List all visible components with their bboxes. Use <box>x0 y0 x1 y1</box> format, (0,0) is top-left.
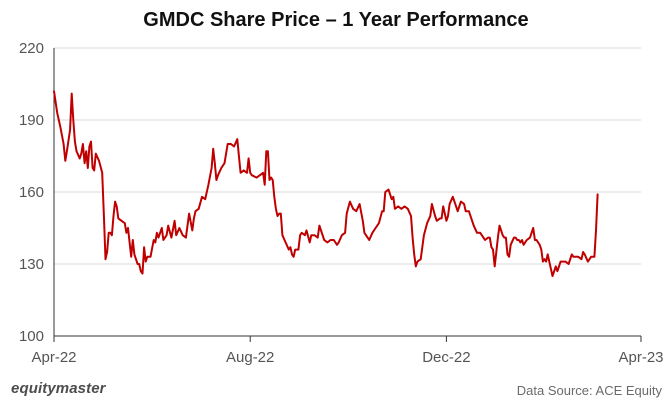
x-tick-label: Apr-22 <box>31 349 76 366</box>
y-tick-label: 190 <box>19 112 44 129</box>
y-tick-label: 100 <box>19 328 44 345</box>
series-layer <box>53 90 599 277</box>
axes <box>53 48 642 342</box>
data-source-note: Data Source: ACE Equity <box>516 383 662 398</box>
y-tick-labels: 100 130 160 190 220 <box>19 40 44 345</box>
y-tick-label: 130 <box>19 256 44 273</box>
x-tick-label: Dec-22 <box>422 349 470 366</box>
x-tick-labels: Apr-22 Aug-22 Dec-22 Apr-23 <box>31 349 663 366</box>
brand-logo: equitymaster <box>11 380 106 397</box>
x-tick-label: Aug-22 <box>226 349 274 366</box>
series-line <box>53 90 599 277</box>
x-tick-label: Apr-23 <box>618 349 663 366</box>
chart-title: GMDC Share Price – 1 Year Performance <box>143 9 529 31</box>
gridlines <box>54 47 641 265</box>
y-tick-label: 220 <box>19 40 44 57</box>
y-tick-label: 160 <box>19 184 44 201</box>
